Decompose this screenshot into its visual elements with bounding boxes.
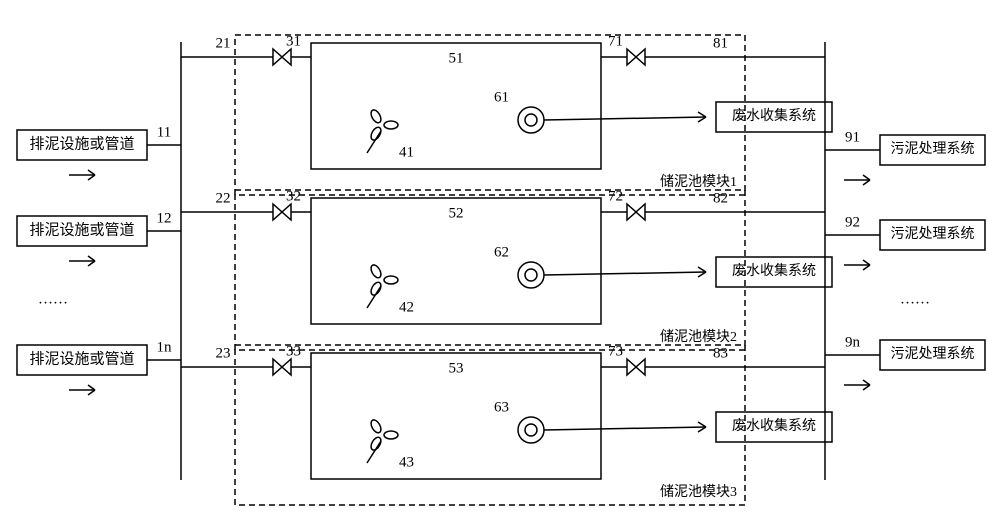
svg-text:储泥池模块3: 储泥池模块3 xyxy=(660,484,737,500)
svg-text:81: 81 xyxy=(713,35,728,51)
svg-text:储泥池模块2: 储泥池模块2 xyxy=(660,329,737,345)
svg-text:42: 42 xyxy=(399,299,414,315)
svg-text:51: 51 xyxy=(449,50,464,66)
svg-text:63: 63 xyxy=(494,399,509,415)
svg-text:72: 72 xyxy=(608,188,623,204)
svg-text:排泥设施或管道: 排泥设施或管道 xyxy=(29,350,134,367)
svg-text:污泥处理系统: 污泥处理系统 xyxy=(891,226,975,242)
svg-text:62: 62 xyxy=(494,244,509,260)
svg-text:41: 41 xyxy=(399,144,414,160)
sludge-system-diagram: 排泥设施或管道 11 排泥设施或管道 12 排泥设施或管道 1n …… 储泥池模块1 21 31 5… xyxy=(0,0,1000,518)
svg-text:污泥处理系统: 污泥处理系统 xyxy=(891,346,975,362)
svg-text:83: 83 xyxy=(713,345,728,361)
svg-text:……: …… xyxy=(38,291,68,307)
svg-text:33: 33 xyxy=(286,343,301,359)
svg-text:53: 53 xyxy=(449,360,464,376)
svg-text:23: 23 xyxy=(216,345,231,361)
svg-text:11: 11 xyxy=(157,124,171,140)
svg-text:废水收集系统: 废水收集系统 xyxy=(732,262,816,279)
svg-text:32: 32 xyxy=(286,188,301,204)
svg-text:排泥设施或管道: 排泥设施或管道 xyxy=(29,221,134,238)
svg-text:21: 21 xyxy=(216,35,231,51)
svg-text:92: 92 xyxy=(845,214,860,230)
svg-text:污泥处理系统: 污泥处理系统 xyxy=(891,141,975,157)
svg-text:1n: 1n xyxy=(157,339,173,355)
svg-text:废水收集系统: 废水收集系统 xyxy=(732,417,816,434)
svg-text:73: 73 xyxy=(608,343,623,359)
svg-text:43: 43 xyxy=(399,454,414,470)
svg-text:82: 82 xyxy=(713,190,728,206)
svg-text:52: 52 xyxy=(449,205,464,221)
svg-text:61: 61 xyxy=(494,89,509,105)
svg-text:储泥池模块1: 储泥池模块1 xyxy=(660,174,737,190)
svg-text:91: 91 xyxy=(845,129,860,145)
svg-text:31: 31 xyxy=(286,33,301,49)
svg-text:12: 12 xyxy=(157,210,172,226)
svg-text:71: 71 xyxy=(608,33,623,49)
svg-text:……: …… xyxy=(900,291,930,307)
svg-text:废水收集系统: 废水收集系统 xyxy=(732,107,816,124)
svg-text:22: 22 xyxy=(216,190,231,206)
svg-text:排泥设施或管道: 排泥设施或管道 xyxy=(29,135,134,152)
svg-text:9n: 9n xyxy=(845,334,861,350)
